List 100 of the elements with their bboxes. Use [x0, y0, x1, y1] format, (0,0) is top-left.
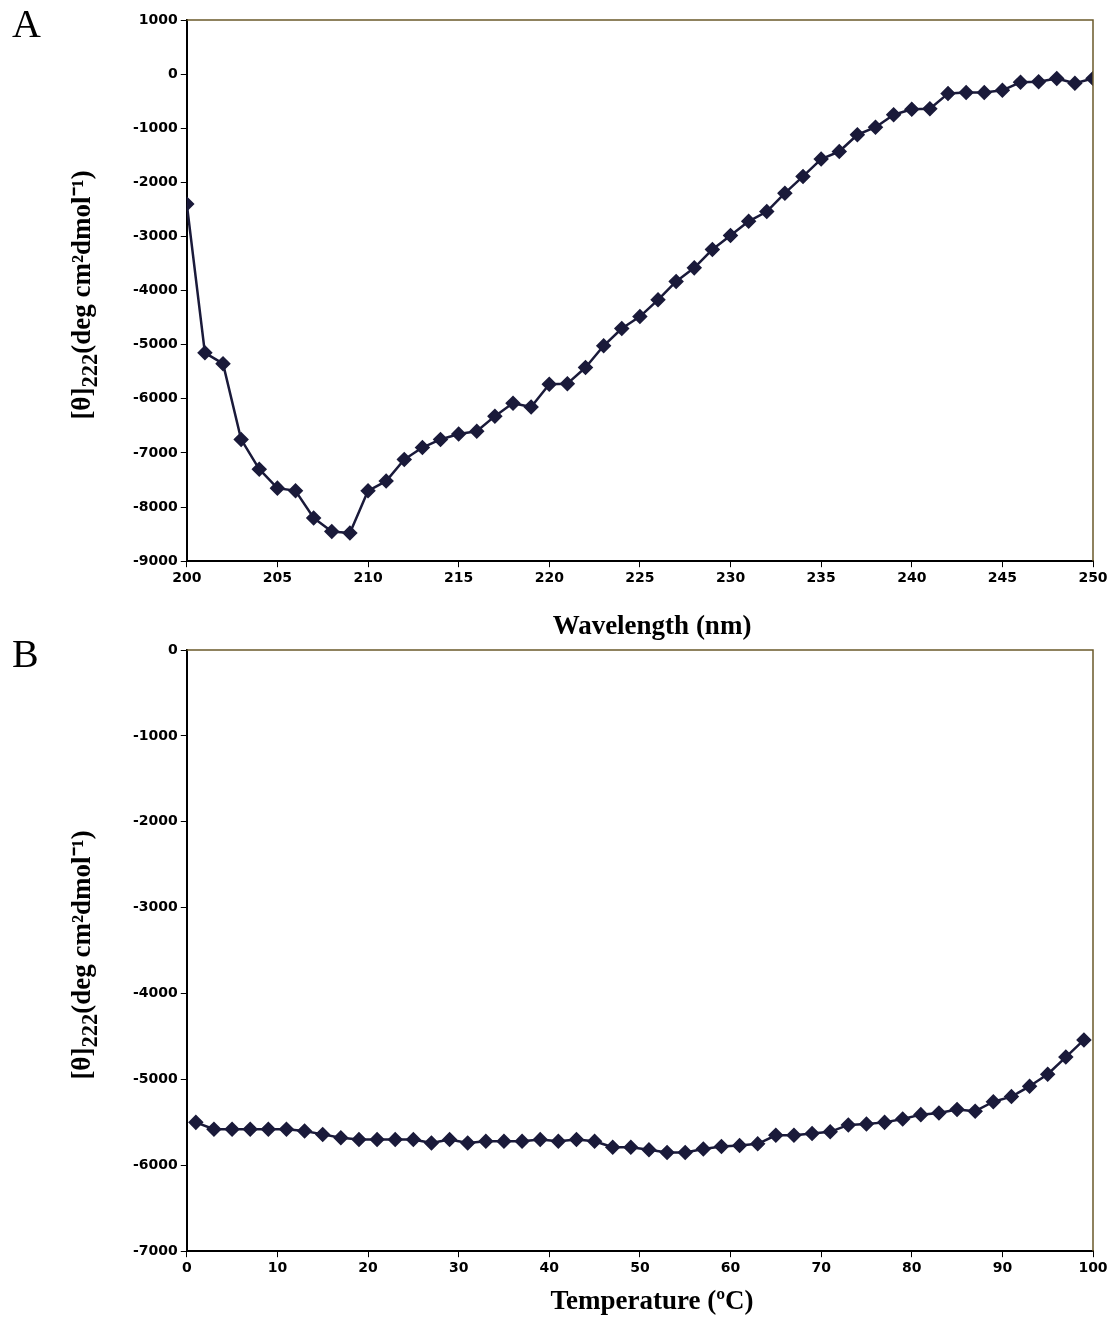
- y-tick-label: -6000: [132, 389, 179, 406]
- point: [387, 1132, 403, 1147]
- x-tick-label: 215: [444, 569, 474, 586]
- y-tick-label: 0: [168, 64, 179, 81]
- point: [723, 228, 738, 243]
- point: [587, 1134, 602, 1149]
- point: [360, 483, 376, 499]
- x-tick-label: 70: [811, 1259, 832, 1276]
- point: [804, 1126, 820, 1141]
- point: [1049, 71, 1064, 86]
- y-tick-label: -9000: [132, 551, 179, 568]
- point: [696, 1141, 711, 1157]
- x-tick-label: 245: [987, 569, 1017, 586]
- point: [677, 1145, 693, 1160]
- point: [977, 85, 992, 100]
- point: [324, 524, 340, 539]
- point: [560, 376, 575, 391]
- x-tick-label: 20: [358, 1259, 379, 1276]
- chart-title: B: [12, 630, 39, 677]
- point: [732, 1138, 747, 1153]
- point: [306, 510, 321, 526]
- y-tick-label: -8000: [132, 497, 179, 514]
- point: [288, 483, 303, 499]
- x-tick-label: 100: [1078, 1259, 1108, 1276]
- point: [469, 424, 485, 439]
- point: [378, 473, 394, 489]
- x-tick-label: 220: [534, 569, 565, 586]
- point: [206, 1121, 222, 1137]
- point: [397, 452, 412, 467]
- x-axis-title: Wavelength (nm): [551, 610, 753, 641]
- point: [605, 1140, 620, 1155]
- x-tick-label: 250: [1078, 569, 1108, 586]
- y-tick-label: -5000: [132, 335, 179, 352]
- y-tick-label: -4000: [132, 984, 179, 1001]
- point: [777, 185, 793, 201]
- point: [786, 1128, 802, 1143]
- x-axis-title: Temperature (ºC): [549, 1285, 755, 1316]
- x-tick-label: 240: [897, 569, 927, 586]
- y-tick-label: -2000: [132, 812, 179, 829]
- point: [297, 1123, 312, 1139]
- point: [523, 399, 539, 415]
- x-tick-label: 80: [902, 1259, 922, 1276]
- y-tick-label: 1000: [138, 10, 179, 27]
- y-tick-label: -3000: [132, 898, 179, 915]
- point: [333, 1130, 349, 1146]
- point: [687, 260, 702, 276]
- point: [478, 1134, 494, 1149]
- point: [859, 1116, 874, 1132]
- point: [832, 144, 847, 159]
- point: [668, 274, 684, 289]
- x-tick-label: 205: [262, 569, 293, 586]
- y-tick-label: -4000: [132, 281, 179, 298]
- point: [795, 169, 811, 184]
- point: [813, 151, 829, 167]
- point: [1013, 74, 1028, 90]
- point: [406, 1132, 421, 1147]
- point: [487, 408, 503, 424]
- point: [1058, 1049, 1074, 1065]
- point: [841, 1117, 856, 1133]
- chart-title: A: [12, 0, 41, 47]
- point: [759, 204, 775, 219]
- point: [986, 1094, 1001, 1110]
- x-tick-label: 50: [630, 1259, 650, 1276]
- point: [551, 1134, 566, 1149]
- point: [233, 432, 249, 447]
- y-tick-label: -7000: [132, 1241, 179, 1258]
- point: [705, 242, 720, 257]
- point: [578, 360, 593, 375]
- point: [279, 1121, 294, 1137]
- point: [451, 426, 466, 442]
- point: [424, 1135, 439, 1151]
- point: [949, 1102, 965, 1117]
- y-tick-label: -5000: [132, 1070, 179, 1087]
- point: [596, 338, 611, 354]
- y-tick-label: -3000: [132, 227, 179, 244]
- point: [614, 321, 630, 336]
- point: [224, 1121, 240, 1137]
- point: [641, 1142, 657, 1158]
- x-tick-label: 230: [715, 569, 746, 586]
- point: [496, 1134, 512, 1149]
- point: [632, 309, 648, 324]
- x-tick-label: 200: [172, 569, 202, 586]
- point: [505, 395, 521, 411]
- point: [868, 119, 883, 135]
- point: [768, 1128, 784, 1143]
- x-tick-label: 30: [448, 1259, 469, 1276]
- y-tick-label: 0: [168, 640, 179, 657]
- point: [940, 86, 956, 101]
- point: [415, 440, 430, 455]
- point: [623, 1140, 639, 1155]
- point: [714, 1139, 729, 1154]
- point: [995, 83, 1010, 98]
- point: [931, 1105, 947, 1121]
- point: [741, 214, 756, 229]
- point: [433, 432, 448, 447]
- x-tick-label: 235: [806, 569, 836, 586]
- x-tick-label: 225: [625, 569, 655, 586]
- point: [1040, 1067, 1055, 1082]
- point: [1004, 1089, 1019, 1104]
- point: [1031, 74, 1046, 89]
